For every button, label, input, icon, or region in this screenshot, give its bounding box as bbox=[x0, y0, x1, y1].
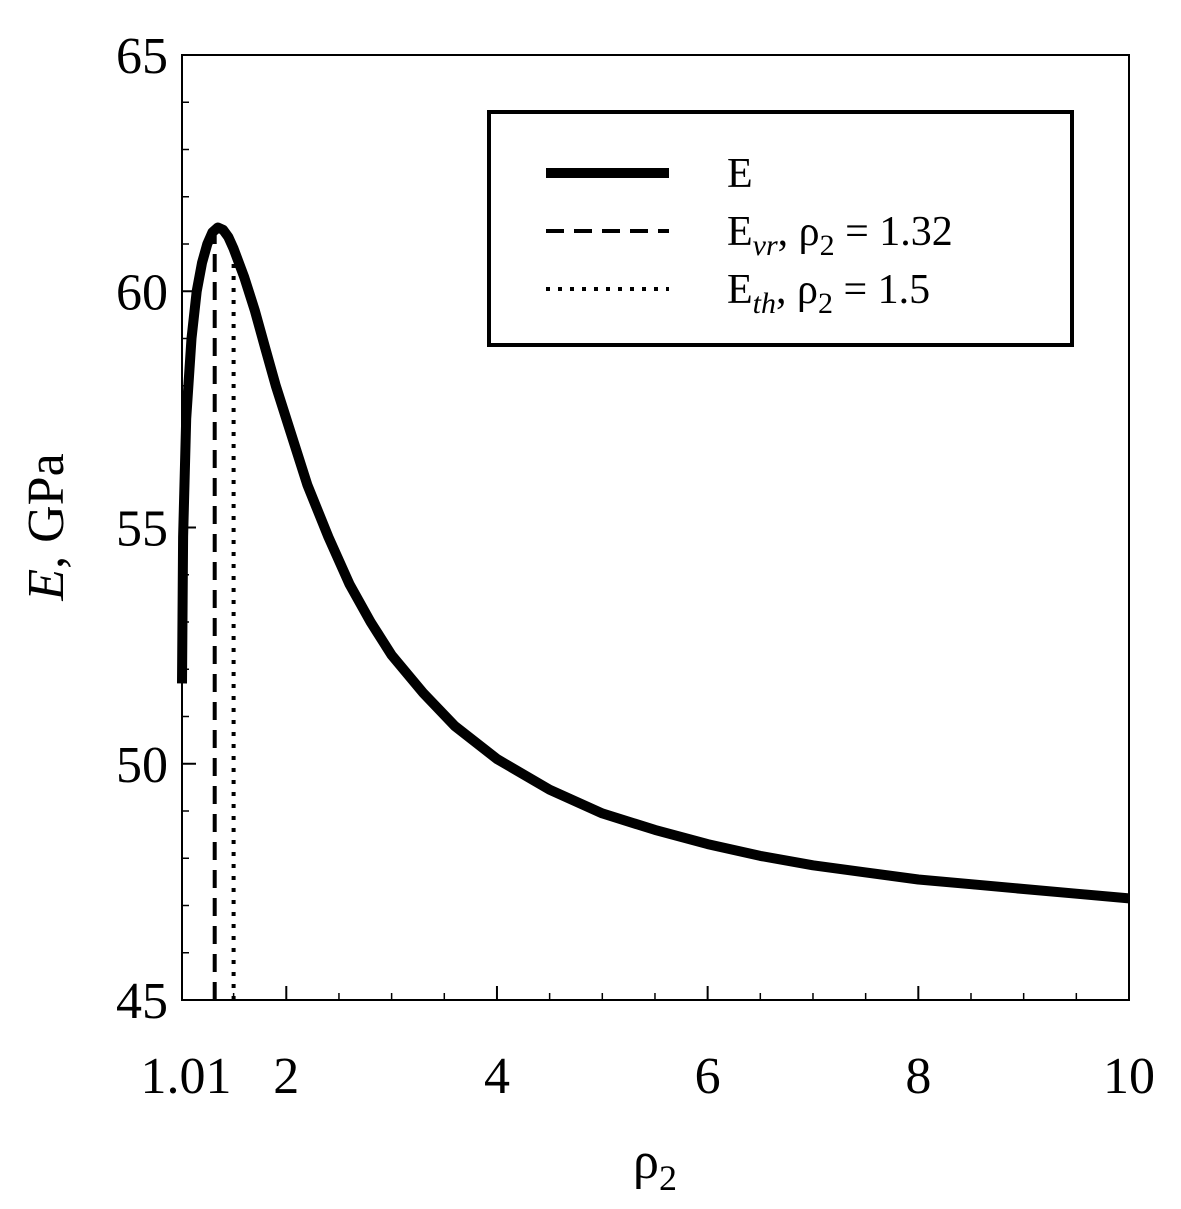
legend-label-evr: Evr, ρ2 = 1.32 bbox=[727, 209, 953, 262]
x-tick-label: 6 bbox=[695, 1048, 721, 1105]
y-tick-label: 55 bbox=[116, 501, 168, 558]
legend-label-eth: Eth, ρ2 = 1.5 bbox=[727, 267, 930, 320]
y-tick-label: 45 bbox=[116, 973, 168, 1030]
x-tick-labels: 1.01 2 4 6 8 10 bbox=[141, 1048, 1156, 1105]
legend-box bbox=[487, 110, 1074, 347]
legend-label-e: E bbox=[727, 151, 753, 197]
x-axis-title: ρ2 bbox=[633, 1133, 677, 1198]
x-tick-label: 2 bbox=[273, 1048, 299, 1105]
y-tick-label: 50 bbox=[116, 737, 168, 794]
y-tick-label: 60 bbox=[116, 264, 168, 321]
y-tick-labels: 45 50 55 60 65 bbox=[116, 28, 168, 1030]
x-tick-label: 1.01 bbox=[141, 1048, 232, 1105]
major-ticks bbox=[181, 54, 1130, 1001]
x-tick-label: 10 bbox=[1103, 1048, 1155, 1105]
series-e-line bbox=[177, 222, 1130, 904]
y-tick-label: 65 bbox=[116, 28, 168, 85]
x-tick-label: 8 bbox=[905, 1048, 931, 1105]
x-tick-label: 4 bbox=[484, 1048, 510, 1105]
legend: E Evr, ρ2 = 1.32 Eth, ρ2 = 1.5 bbox=[487, 110, 1074, 347]
y-axis-title: E, GPa bbox=[18, 453, 75, 601]
series-layer bbox=[177, 222, 1130, 1000]
